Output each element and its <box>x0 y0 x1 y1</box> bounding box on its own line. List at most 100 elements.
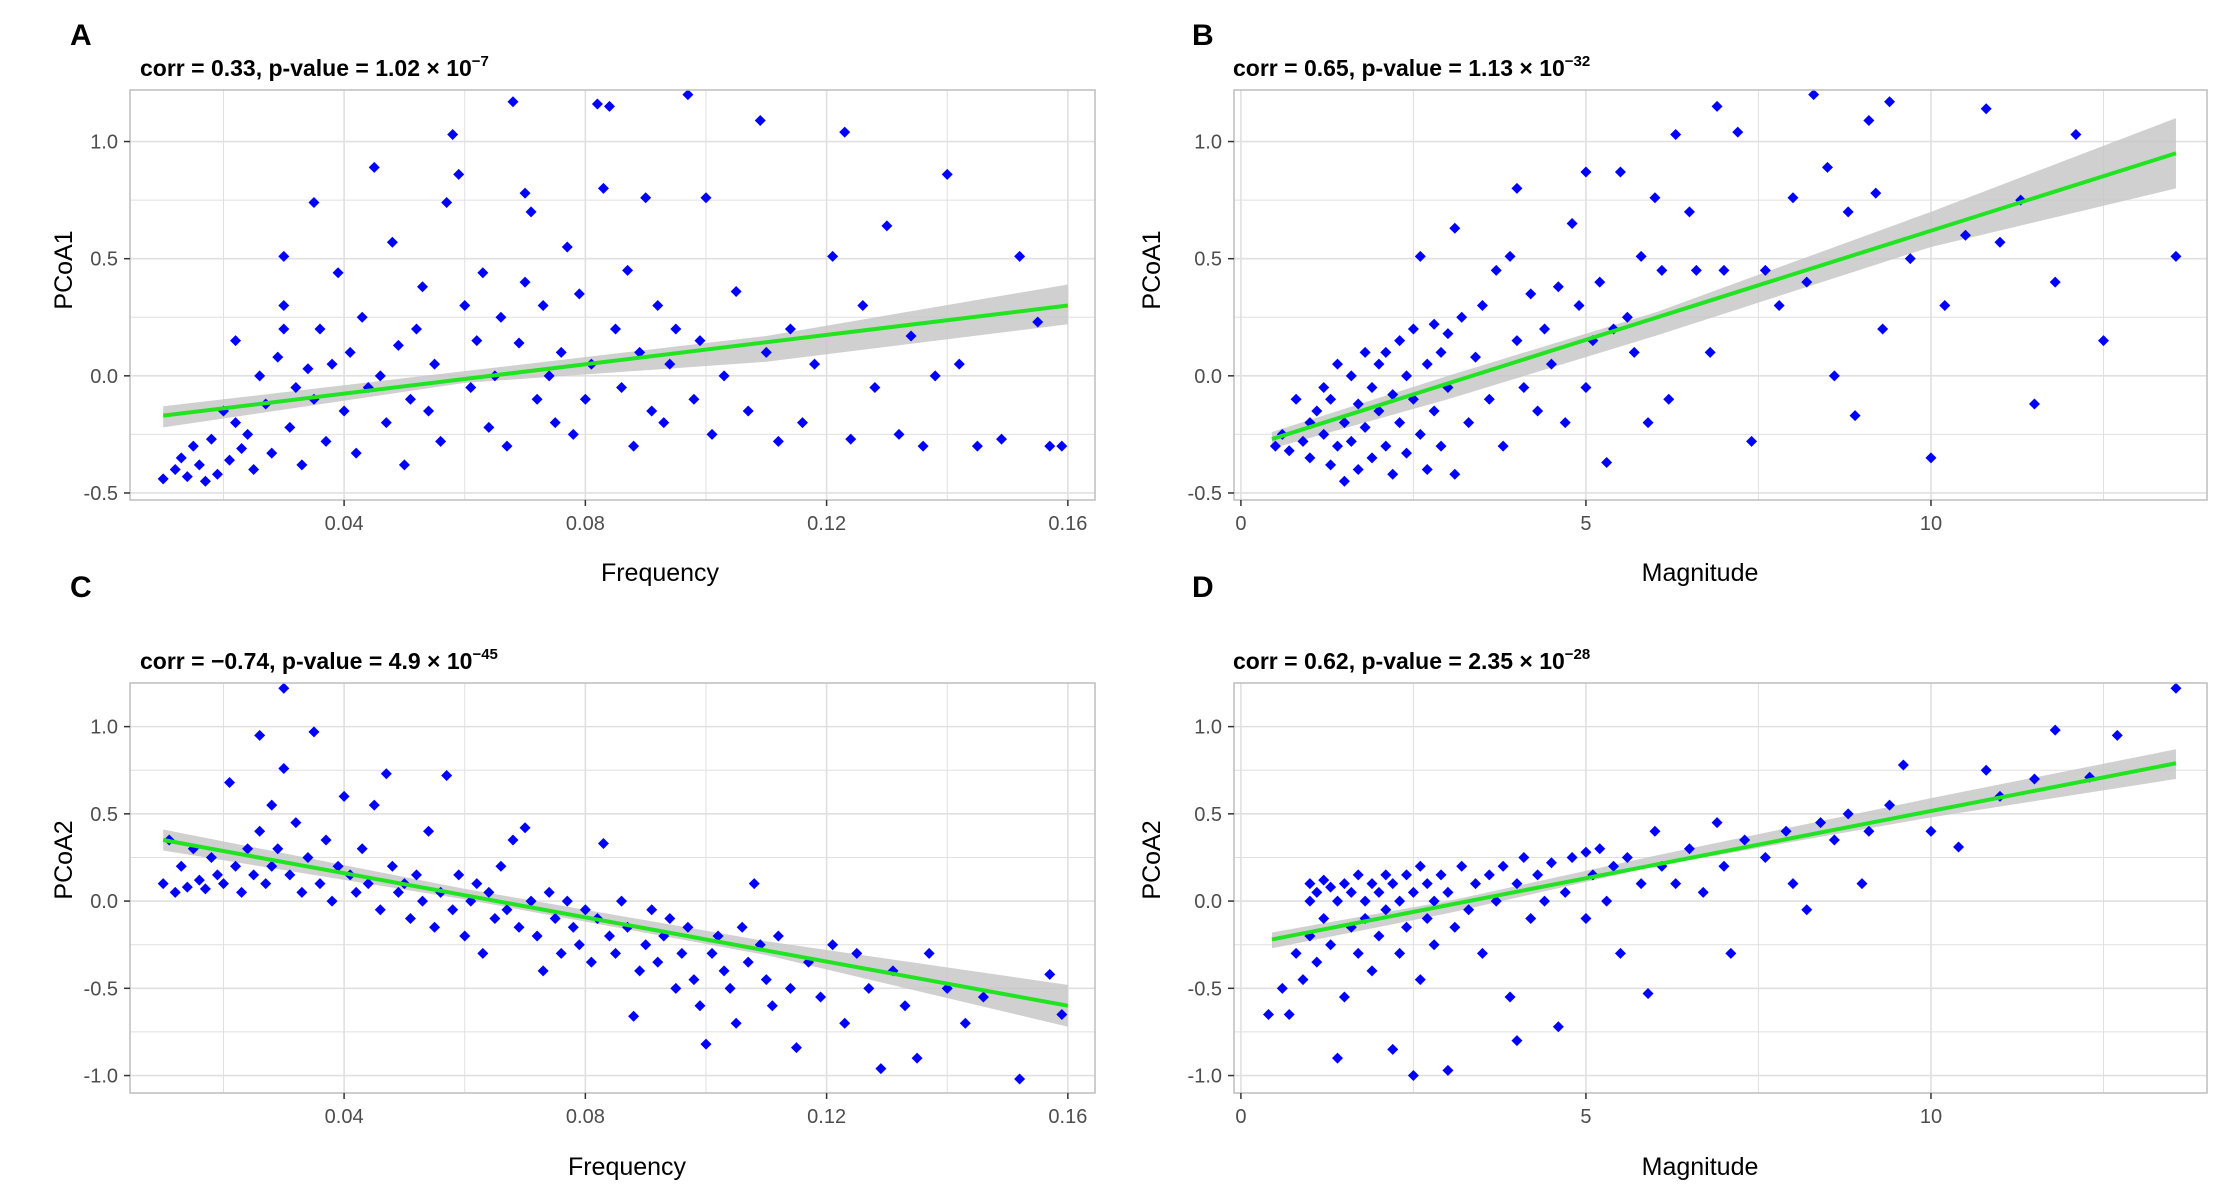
data-point <box>1504 991 1516 1003</box>
data-point <box>1863 825 1875 837</box>
data-point <box>1525 288 1537 300</box>
data-point <box>1304 452 1316 464</box>
data-point <box>2028 773 2040 785</box>
data-point <box>1352 464 1364 476</box>
data-point <box>205 433 217 445</box>
data-point <box>1690 264 1702 276</box>
data-point <box>652 300 664 312</box>
data-point <box>1401 921 1413 933</box>
y-tick-label: -0.5 <box>1188 978 1222 1000</box>
data-point <box>1566 851 1578 863</box>
data-point <box>531 393 543 405</box>
data-point <box>1539 895 1551 907</box>
data-point <box>815 991 827 1003</box>
data-point <box>169 886 181 898</box>
data-point <box>441 769 453 781</box>
data-point <box>1311 956 1323 968</box>
data-point <box>1897 759 1909 771</box>
data-point <box>199 475 211 487</box>
data-point <box>1552 281 1564 293</box>
data-point <box>1401 869 1413 881</box>
data-point <box>501 440 513 452</box>
y-tick-label: 0.5 <box>1194 249 1222 271</box>
data-point <box>706 428 718 440</box>
data-point <box>1470 351 1482 363</box>
y-tick-label: 0.0 <box>1194 366 1222 388</box>
y-axis-title: PCoA2 <box>50 820 78 899</box>
data-point <box>284 869 296 881</box>
data-point <box>1518 851 1530 863</box>
data-point <box>1394 895 1406 907</box>
data-point <box>236 442 248 454</box>
data-point <box>392 886 404 898</box>
data-point <box>634 965 646 977</box>
x-axis-title: Magnitude <box>1642 1153 1759 1181</box>
data-point <box>1373 886 1385 898</box>
points <box>157 89 1068 487</box>
data-point <box>187 440 199 452</box>
data-point <box>1470 878 1482 890</box>
data-point <box>1338 475 1350 487</box>
data-point <box>676 947 688 959</box>
x-tick-label: 0 <box>1235 513 1246 535</box>
data-point <box>332 267 344 279</box>
data-point <box>1044 440 1056 452</box>
data-point <box>923 947 935 959</box>
data-point <box>1290 947 1302 959</box>
data-point <box>465 382 477 394</box>
data-point <box>386 236 398 248</box>
data-point <box>628 440 640 452</box>
data-point <box>1387 389 1399 401</box>
data-point <box>1953 841 1965 853</box>
plot-frame <box>129 682 1096 1094</box>
data-point <box>2170 250 2182 262</box>
data-point <box>157 878 169 890</box>
data-point <box>1739 834 1751 846</box>
data-point <box>1359 421 1371 433</box>
data-point <box>1649 825 1661 837</box>
data-point <box>1297 974 1309 986</box>
regression-line <box>162 838 1069 1008</box>
data-point <box>1994 236 2006 248</box>
data-point <box>362 878 374 890</box>
data-point <box>1746 435 1758 447</box>
data-point <box>1511 878 1523 890</box>
data-point <box>1601 457 1613 469</box>
x-tick-label: 0.16 <box>1048 1106 1087 1128</box>
data-point <box>230 860 242 872</box>
data-point <box>1044 968 1056 980</box>
data-point <box>1407 886 1419 898</box>
data-point <box>1580 846 1592 858</box>
data-point <box>616 382 628 394</box>
data-point <box>1628 346 1640 358</box>
data-point <box>1663 393 1675 405</box>
data-point <box>1442 328 1454 340</box>
data-point <box>1573 300 1585 312</box>
data-point <box>1056 1008 1068 1020</box>
data-point <box>1718 264 1730 276</box>
data-point <box>682 921 694 933</box>
data-point <box>1401 370 1413 382</box>
data-point <box>1884 96 1896 108</box>
data-point <box>1407 1070 1419 1082</box>
data-point <box>248 464 260 476</box>
gridlines <box>130 90 1095 500</box>
data-point <box>1366 382 1378 394</box>
data-point <box>573 288 585 300</box>
data-point <box>953 358 965 370</box>
data-point <box>591 98 603 110</box>
x-tick-label: 5 <box>1580 1106 1591 1128</box>
data-point <box>1545 857 1557 869</box>
plot-area <box>130 683 1095 1093</box>
data-point <box>1332 440 1344 452</box>
data-point <box>1435 440 1447 452</box>
data-point <box>380 417 392 429</box>
data-point <box>507 834 519 846</box>
data-point <box>181 471 193 483</box>
data-point <box>2097 335 2109 347</box>
data-point <box>483 421 495 433</box>
data-point <box>1497 440 1509 452</box>
data-point <box>839 126 851 138</box>
data-point <box>748 878 760 890</box>
